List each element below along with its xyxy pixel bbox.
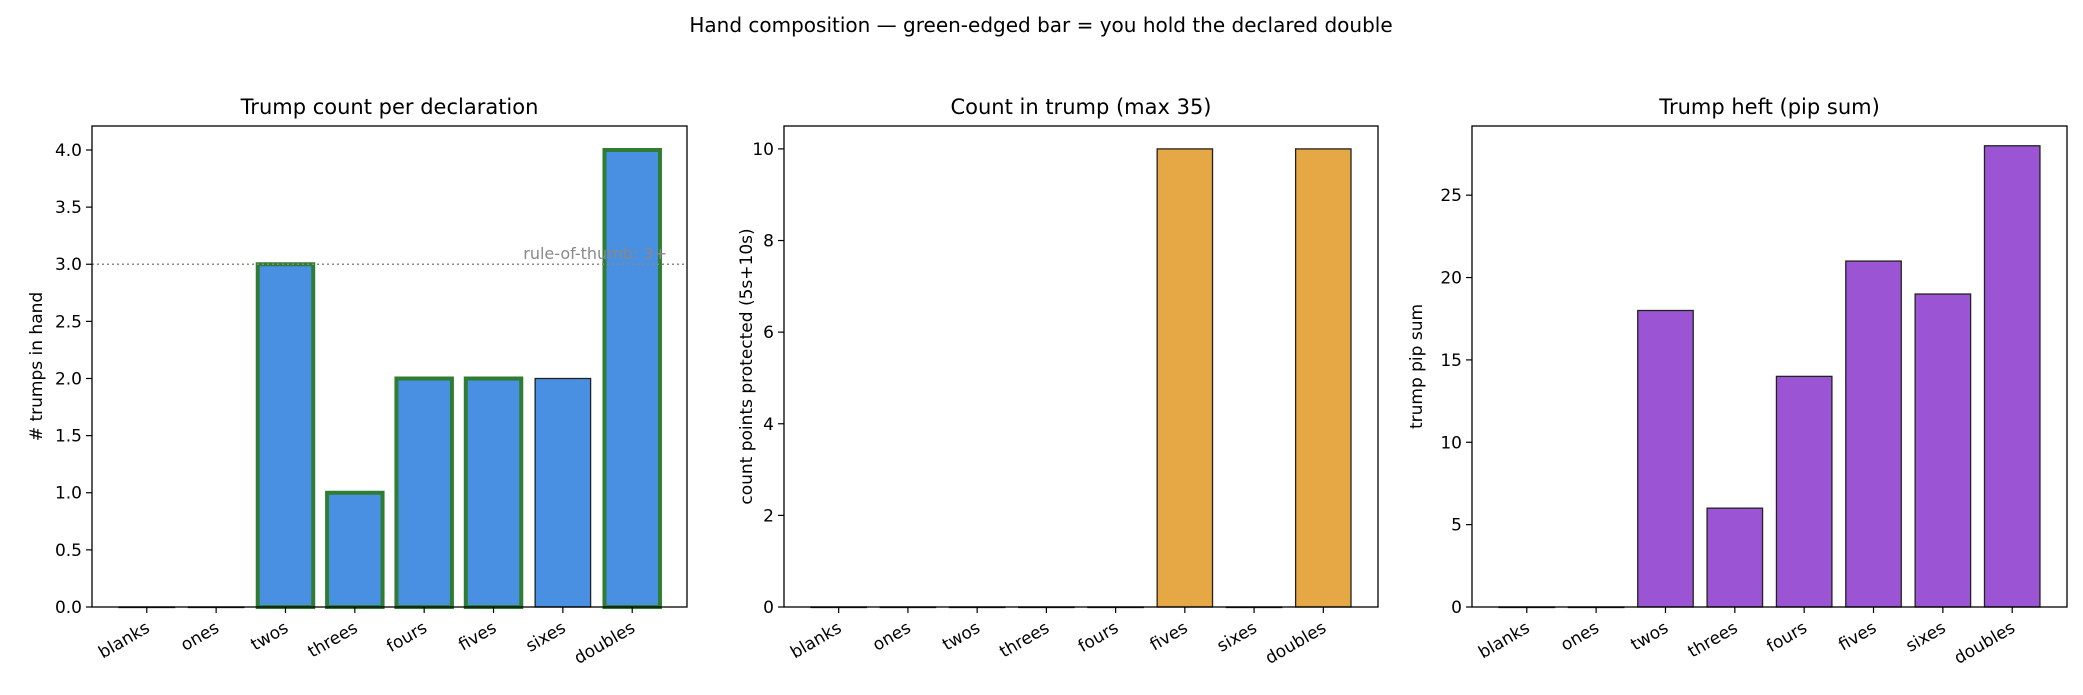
y-tick-label: 25 — [1440, 186, 1462, 206]
bar-sixes — [534, 377, 592, 608]
y-tick-label: 20 — [1440, 269, 1462, 289]
x-tick-label: twos — [1627, 618, 1672, 655]
x-tick-label: blanks — [787, 618, 845, 663]
x-tick-label: doubles — [571, 618, 639, 669]
y-tick-label: 0 — [763, 598, 774, 618]
x-tick-label: twos — [247, 618, 292, 655]
x-tick-label: doubles — [1951, 618, 2019, 669]
chart-2: 0 2 4 6 8 10 blanks ones twos threes fours fives six… — [737, 95, 1379, 669]
y-tick-label: 15 — [1440, 351, 1462, 371]
figure-suptitle: Hand composition — green-edged bar = you… — [689, 13, 1392, 37]
y-tick-label: 0.5 — [55, 541, 82, 561]
x-tick-label: fours — [383, 618, 430, 657]
x-tick-label: fours — [1075, 618, 1122, 657]
x-tick-label: twos — [939, 618, 984, 655]
x-tick-label: fives — [1835, 618, 1880, 655]
x-tick-label: fives — [1147, 618, 1192, 655]
x-tick-label: ones — [869, 618, 914, 656]
bar-threes — [1706, 507, 1764, 608]
bar-fives — [1845, 260, 1902, 608]
y-tick-label: 0.0 — [55, 598, 82, 618]
x-tick-label: threes — [305, 618, 362, 662]
y-tick-label: 10 — [752, 140, 774, 160]
y-tick-label: 4.0 — [55, 141, 82, 161]
y-axis-label: # trumps in hand — [27, 292, 47, 441]
y-axis-label: count points protected (5s+10s) — [737, 228, 757, 504]
x-tick-label: doubles — [1262, 618, 1330, 669]
x-tick-label: ones — [178, 618, 223, 656]
x-tick-label: sixes — [1903, 618, 1950, 657]
x-tick-label: ones — [1558, 618, 1603, 656]
x-tick-label: fours — [1763, 618, 1810, 657]
chart-title: Count in trump (max 35) — [950, 95, 1211, 119]
x-tick-label: threes — [996, 618, 1053, 662]
y-tick-label: 6 — [763, 323, 774, 343]
chart-title: Trump heft (pip sum) — [1658, 95, 1880, 119]
chart-3: 0 5 10 15 20 25 blanks ones twos threes fours fives… — [1407, 95, 2068, 669]
bar-twos — [255, 262, 316, 609]
reference-line-label: rule-of-thumb: 3+ — [523, 244, 667, 263]
chart-title: Trump count per declaration — [240, 95, 539, 119]
y-tick-label: 2.5 — [55, 312, 82, 332]
bar-doubles — [602, 147, 662, 609]
axes-frame — [91, 125, 688, 608]
bar-sixes — [1914, 293, 1972, 608]
bar-fives — [1156, 148, 1214, 608]
x-tick-label: sixes — [1214, 618, 1261, 657]
bar-fours — [1775, 375, 1833, 608]
bar-threes — [325, 490, 385, 610]
y-tick-label: 5 — [1451, 516, 1462, 536]
bar-fours — [394, 376, 454, 609]
y-axis-label: trump pip sum — [1407, 304, 1427, 429]
bar-doubles — [1983, 145, 2041, 608]
y-tick-label: 10 — [1440, 433, 1462, 453]
y-tick-label: 8 — [763, 232, 774, 252]
y-tick-label: 0 — [1451, 598, 1462, 618]
chart-1: rule-of-thumb: 3+ 0.0 0.5 1.0 1.5 2.0 2.5 3.0 3.… — [27, 95, 688, 669]
y-tick-label: 4 — [763, 415, 774, 435]
x-tick-label: blanks — [95, 618, 153, 663]
bar-doubles — [1294, 148, 1352, 608]
axes-frame — [1471, 125, 2068, 608]
x-tick-label: fives — [455, 618, 500, 655]
bar-twos — [1637, 309, 1694, 608]
x-tick-label: blanks — [1475, 618, 1533, 663]
y-tick-label: 3.5 — [55, 198, 82, 218]
y-tick-label: 1.0 — [55, 484, 82, 504]
y-tick-label: 2.0 — [55, 369, 82, 389]
x-tick-label: sixes — [523, 618, 570, 657]
axes-frame — [783, 125, 1379, 608]
x-tick-label: threes — [1685, 618, 1742, 662]
bar-fives — [463, 376, 524, 609]
y-tick-label: 3.0 — [55, 255, 82, 275]
y-tick-label: 1.5 — [55, 427, 82, 447]
y-tick-label: 2 — [763, 506, 774, 526]
